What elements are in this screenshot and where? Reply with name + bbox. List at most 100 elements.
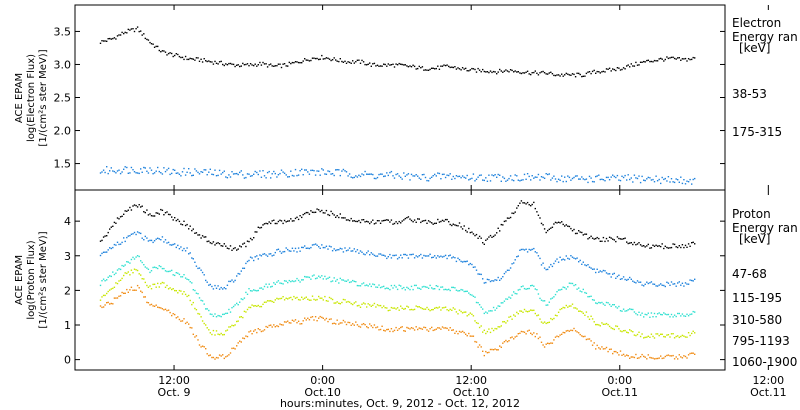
proton-data-point — [536, 314, 538, 317]
electron-data-point — [243, 64, 246, 66]
proton-data-point — [178, 248, 181, 250]
proton-data-point — [209, 354, 211, 356]
electron-data-point — [678, 57, 680, 59]
proton-data-point — [260, 287, 263, 289]
proton-data-point — [370, 285, 372, 288]
proton-data-point — [618, 305, 620, 308]
electron-data-point — [548, 173, 550, 175]
proton-data-point — [155, 286, 157, 288]
electron-data-point — [497, 173, 499, 176]
proton-data-point — [633, 334, 636, 336]
electron-data-point — [242, 174, 244, 176]
electron-data-point — [217, 174, 219, 177]
electron-data-point — [109, 170, 111, 172]
electron-data-point — [335, 169, 337, 171]
electron-data-point — [687, 58, 690, 60]
electron-data-point — [124, 31, 126, 34]
electron-data-point — [461, 175, 464, 177]
proton-legend-entry-1: 115-195 — [732, 291, 782, 305]
proton-data-point — [670, 281, 673, 283]
proton-data-point — [299, 323, 301, 325]
proton-data-point — [372, 326, 374, 329]
electron-data-point — [528, 73, 530, 75]
proton-data-point — [540, 299, 543, 301]
proton-data-point — [150, 215, 153, 217]
proton-data-point — [355, 220, 357, 223]
proton-data-point — [608, 303, 611, 306]
proton-data-point — [554, 336, 557, 338]
electron-data-point — [305, 169, 307, 171]
proton-data-point — [266, 326, 269, 328]
proton-data-point — [338, 216, 340, 219]
proton-data-point — [460, 260, 462, 263]
electron-data-point — [627, 174, 629, 176]
proton-data-point — [644, 356, 646, 358]
proton-data-point — [431, 309, 433, 311]
proton-data-point — [379, 286, 382, 289]
proton-data-point — [469, 335, 471, 337]
proton-data-point — [406, 286, 408, 289]
electron-data-point — [356, 176, 359, 178]
electron-data-point — [99, 172, 102, 174]
proton-data-point — [189, 252, 191, 254]
proton-data-point — [636, 357, 639, 359]
proton-data-point — [499, 345, 501, 347]
proton-data-point — [630, 278, 632, 280]
proton-data-point — [615, 325, 617, 327]
proton-data-point — [471, 263, 473, 266]
electron-data-point — [404, 175, 406, 177]
proton-data-point — [562, 223, 564, 226]
proton-data-point — [608, 348, 611, 351]
proton-data-point — [526, 201, 529, 204]
proton-data-point — [133, 204, 136, 206]
proton-data-point — [429, 253, 431, 255]
electron-data-point — [304, 58, 306, 60]
proton-data-point — [578, 261, 580, 263]
electron-legend: Electron Energy ran [keV] 38-53 175-315 — [732, 16, 798, 139]
proton-data-point — [533, 285, 535, 287]
proton-data-point — [465, 311, 467, 313]
electron-data-point — [502, 71, 504, 73]
proton-data-point — [287, 220, 289, 222]
proton-data-point — [636, 243, 639, 245]
proton-data-point — [138, 232, 140, 234]
electron-data-point — [591, 70, 594, 73]
proton-data-point — [370, 305, 372, 307]
proton-data-point — [102, 278, 105, 280]
proton-data-point — [426, 329, 428, 331]
proton-data-point — [605, 322, 608, 325]
proton-data-point — [496, 232, 498, 234]
proton-data-point — [203, 346, 205, 348]
proton-data-point — [692, 241, 694, 243]
proton-data-point — [610, 327, 612, 329]
proton-data-point — [557, 311, 560, 313]
proton-data-point — [291, 220, 294, 222]
proton-data-point — [316, 298, 318, 301]
proton-data-point — [574, 258, 577, 260]
electron-data-point — [149, 167, 151, 169]
proton-data-point — [129, 235, 131, 237]
time-axis-label: hours:minutes, Oct. 9, 2012 - Oct. 12, 2… — [280, 397, 520, 410]
electron-data-point — [673, 57, 676, 60]
proton-data-point — [352, 250, 354, 252]
proton-data-point — [432, 308, 434, 311]
proton-data-point — [613, 350, 615, 353]
electron-data-point — [253, 64, 255, 67]
electron-data-point — [438, 172, 441, 175]
proton-data-point — [378, 304, 380, 307]
proton-data-point — [201, 345, 204, 347]
proton-data-point — [126, 288, 128, 291]
proton-data-point — [612, 352, 614, 355]
proton-data-point — [386, 328, 388, 331]
proton-data-point — [478, 344, 481, 346]
electron-data-point — [418, 65, 420, 68]
electron-data-point — [375, 65, 377, 67]
electron-data-point — [119, 172, 122, 175]
electron-data-point — [434, 68, 436, 70]
proton-data-point — [435, 306, 437, 309]
proton-data-point — [644, 313, 646, 316]
proton-data-point — [477, 346, 479, 348]
electron-data-point — [530, 179, 532, 181]
time-tick-label-time: 12:00 — [158, 374, 190, 387]
proton-data-point — [274, 251, 276, 254]
